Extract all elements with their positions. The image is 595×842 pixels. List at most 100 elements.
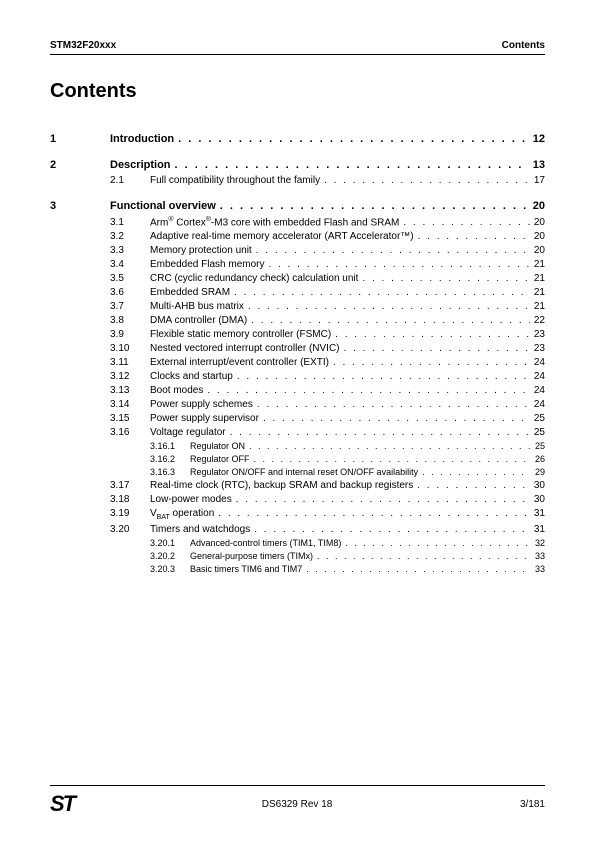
section-title: VBAT operation (150, 508, 214, 521)
section-page: 17 (534, 175, 545, 186)
toc-entry-body: Low-power modes30 (150, 494, 545, 505)
section-title: Embedded SRAM (150, 287, 230, 298)
toc-entry: 3.16Voltage regulator25 (110, 427, 545, 438)
section-number: 3.9 (110, 329, 150, 340)
chapter-number: 1 (50, 133, 110, 145)
section-page: 22 (534, 315, 545, 326)
section-title: Flexible static memory controller (FSMC) (150, 329, 331, 340)
leader-dots (234, 287, 530, 298)
page-header: STM32F20xxx Contents (50, 40, 545, 55)
chapter-number: 2 (50, 159, 110, 171)
subsection-page: 32 (535, 538, 545, 548)
leader-dots (218, 508, 530, 519)
toc-entry-body: Power supply schemes24 (150, 399, 545, 410)
leader-dots (178, 133, 529, 145)
subsection-number: 3.16.2 (150, 454, 190, 464)
toc-entry: 1Introduction12 (50, 133, 545, 145)
header-right: Contents (502, 40, 545, 51)
section-page: 21 (534, 301, 545, 312)
subsection-title: Advanced-control timers (TIM1, TIM8) (190, 538, 341, 548)
section-number: 3.14 (110, 399, 150, 410)
section-title: DMA controller (DMA) (150, 315, 247, 326)
page-footer: ST DS6329 Rev 18 3/181 (50, 785, 545, 817)
leader-dots (254, 524, 530, 535)
toc-entry-body: Boot modes24 (150, 385, 545, 396)
toc-entry-body: Timers and watchdogs31 (150, 524, 545, 535)
leader-dots (251, 315, 530, 326)
toc-entry: 3.19VBAT operation31 (110, 508, 545, 521)
table-of-contents: 1Introduction12 2Description13 2.1Full com… (50, 133, 545, 574)
toc-entry: 3.9Flexible static memory controller (FS… (110, 329, 545, 340)
section-title: Low-power modes (150, 494, 232, 505)
subsection-page: 33 (535, 551, 545, 561)
leader-dots (403, 217, 530, 228)
section-number: 3.17 (110, 480, 150, 491)
toc-entry-body: Full compatibility throughout the family… (150, 175, 545, 186)
section-page: 23 (534, 343, 545, 354)
toc-entry-body: VBAT operation 31 (150, 508, 545, 521)
toc-entry: 3.13Boot modes24 (110, 385, 545, 396)
toc-entry-body: External interrupt/event controller (EXT… (150, 357, 545, 368)
section-page: 23 (534, 329, 545, 340)
toc-entry-body: Memory protection unit20 (150, 245, 545, 256)
section-number: 3.15 (110, 413, 150, 424)
section-page: 31 (534, 508, 545, 519)
section-title: CRC (cyclic redundancy check) calculatio… (150, 273, 358, 284)
leader-dots (263, 413, 530, 424)
toc-entry-body: General-purpose timers (TIMx) 33 (190, 551, 545, 561)
toc-entry: 3.6Embedded SRAM21 (110, 287, 545, 298)
leader-dots (324, 175, 530, 186)
section-number: 3.1 (110, 217, 150, 228)
section-page: 25 (534, 413, 545, 424)
toc-entry: 3.16.2Regulator OFF26 (150, 454, 545, 464)
section-number: 2.1 (110, 175, 150, 186)
leader-dots (333, 357, 530, 368)
toc-entry: 3.20.3Basic timers TIM6 and TIM733 (150, 564, 545, 574)
chapter-page: 13 (533, 159, 545, 171)
subsection-number: 3.20.2 (150, 551, 190, 561)
section-number: 3.10 (110, 343, 150, 354)
section-number: 3.12 (110, 371, 150, 382)
toc-entry-body: Voltage regulator25 (150, 427, 545, 438)
toc-entry-body: DMA controller (DMA) 22 (150, 315, 545, 326)
toc-entry: 3.20.1Advanced-control timers (TIM1, TIM… (150, 538, 545, 548)
header-left: STM32F20xxx (50, 40, 116, 51)
section-title: Adaptive real-time memory accelerator (A… (150, 231, 414, 242)
subsection-number: 3.20.1 (150, 538, 190, 548)
toc-entry: 3.7Multi-AHB bus matrix21 (110, 301, 545, 312)
toc-entry-body: Arm® Cortex®-M3 core with embedded Flash… (150, 216, 545, 228)
toc-entry-body: Description13 (110, 159, 545, 171)
section-number: 3.16 (110, 427, 150, 438)
subsection-page: 33 (535, 564, 545, 574)
toc-entry-body: Flexible static memory controller (FSMC)… (150, 329, 545, 340)
section-number: 3.6 (110, 287, 150, 298)
section-title: Full compatibility throughout the family (150, 175, 320, 186)
subsection-title: General-purpose timers (TIMx) (190, 551, 313, 561)
toc-entry: 3.16.1Regulator ON25 (150, 441, 545, 451)
toc-entry: 3.8DMA controller (DMA) 22 (110, 315, 545, 326)
leader-dots (230, 427, 530, 438)
section-title: Voltage regulator (150, 427, 226, 438)
toc-entry-body: Nested vectored interrupt controller (NV… (150, 343, 545, 354)
chapter-number: 3 (50, 200, 110, 212)
toc-entry-body: Regulator ON25 (190, 441, 545, 451)
toc-entry: 3.20Timers and watchdogs31 (110, 524, 545, 535)
chapter-page: 20 (533, 200, 545, 212)
section-title: Power supply supervisor (150, 413, 259, 424)
toc-entry-body: Functional overview20 (110, 200, 545, 212)
subsection-number: 3.16.1 (150, 441, 190, 451)
toc-entry-body: Embedded SRAM21 (150, 287, 545, 298)
subsection-title: Regulator ON/OFF and internal reset ON/O… (190, 467, 418, 477)
leader-dots (417, 480, 530, 491)
leader-dots (269, 259, 530, 270)
toc-entry: 3.3Memory protection unit20 (110, 245, 545, 256)
leader-dots (237, 371, 530, 382)
section-number: 3.8 (110, 315, 150, 326)
leader-dots (249, 441, 531, 451)
section-number: 3.2 (110, 231, 150, 242)
section-number: 3.18 (110, 494, 150, 505)
section-title: Boot modes (150, 385, 203, 396)
toc-entry: 3.18Low-power modes30 (110, 494, 545, 505)
section-page: 30 (534, 480, 545, 491)
toc-entry-body: Embedded Flash memory21 (150, 259, 545, 270)
